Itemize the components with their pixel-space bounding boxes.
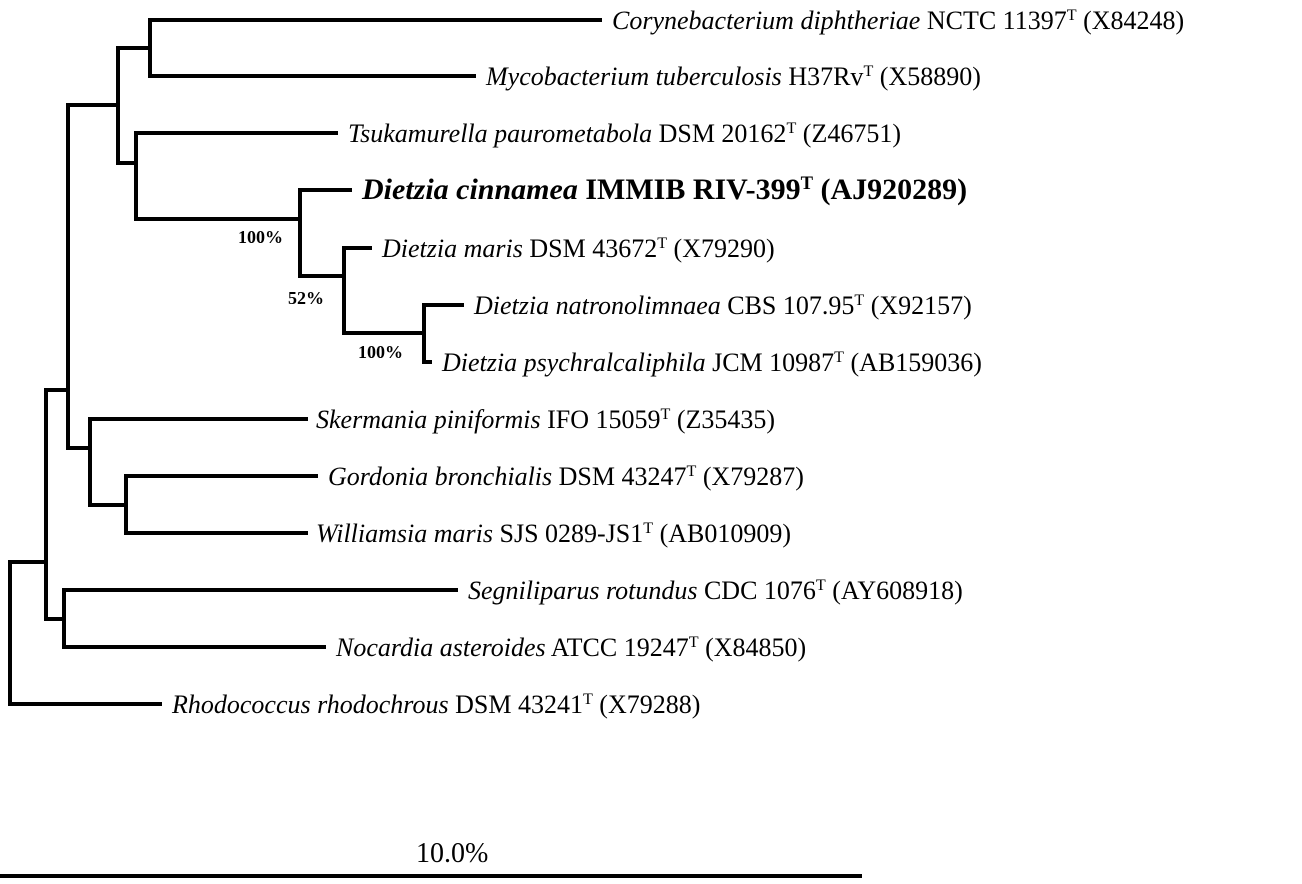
accession: (X84248): [1083, 6, 1185, 35]
taxon-name: Dietzia maris: [382, 234, 523, 263]
taxon-label: Rhodococcus rhodochrous DSM 43241T (X792…: [172, 692, 700, 718]
accession: (AB010909): [659, 519, 792, 548]
taxon-name: Gordonia bronchialis: [328, 462, 553, 491]
taxon-name: Corynebacterium diphtheriae: [612, 6, 921, 35]
taxon-label: Dietzia psychralcaliphila JCM 10987T (AB…: [442, 350, 982, 376]
type-strain-mark: T: [643, 520, 654, 538]
taxon-name: Nocardia asteroides: [336, 633, 546, 662]
taxon-name: Skermania piniformis: [316, 405, 541, 434]
strain: DSM 20162: [658, 119, 787, 148]
strain: ATCC 19247: [550, 633, 689, 662]
accession: (Z35435): [676, 405, 776, 434]
taxon-label: Dietzia maris DSM 43672T (X79290): [382, 236, 775, 262]
type-strain-mark: T: [863, 63, 874, 81]
accession: (X84850): [705, 633, 807, 662]
taxon-name: Rhodococcus rhodochrous: [172, 690, 449, 719]
taxon-label: Dietzia natronolimnaea CBS 107.95T (X921…: [474, 293, 972, 319]
taxon-label: Skermania piniformis IFO 15059T (Z35435): [316, 407, 775, 433]
strain: SJS 0289-JS1: [499, 519, 644, 548]
taxon-label: Segniliparus rotundus CDC 1076T (AY60891…: [468, 578, 963, 604]
bootstrap-value: 100%: [358, 342, 403, 362]
taxon-label-highlighted: Dietzia cinnamea IMMIB RIV-399T (AJ92028…: [362, 172, 968, 206]
taxon-label: Mycobacterium tuberculosis H37RvT (X5889…: [486, 64, 981, 90]
accession: (AB159036): [850, 348, 982, 377]
scale-bar-label: 10.0%: [416, 838, 489, 869]
accession: (Z46751): [802, 119, 901, 148]
accession: (X92157): [870, 291, 972, 320]
taxon-name: Tsukamurella paurometabola: [348, 119, 653, 148]
taxon-label: Corynebacterium diphtheriae NCTC 11397T …: [612, 8, 1184, 34]
taxon-label: Williamsia maris SJS 0289-JS1T (AB010909…: [316, 521, 791, 547]
accession: (X58890): [879, 62, 981, 91]
strain: NCTC 11397: [926, 6, 1067, 35]
type-strain-mark: T: [800, 172, 814, 194]
strain: DSM 43247: [558, 462, 687, 491]
strain: CBS 107.95: [727, 291, 855, 320]
type-strain-mark: T: [786, 120, 797, 138]
type-strain-mark: T: [1066, 7, 1077, 25]
taxon-name: Dietzia cinnamea: [362, 173, 578, 206]
accession: (X79287): [702, 462, 804, 491]
taxon-label: Gordonia bronchialis DSM 43247T (X79287): [328, 464, 804, 490]
type-strain-mark: T: [688, 634, 699, 652]
accession: (AJ920289): [820, 173, 968, 206]
taxon-label: Nocardia asteroides ATCC 19247T (X84850): [336, 635, 806, 661]
taxon-name: Mycobacterium tuberculosis: [486, 62, 782, 91]
type-strain-mark: T: [686, 463, 697, 481]
taxon-name: Segniliparus rotundus: [468, 576, 698, 605]
type-strain-mark: T: [657, 235, 668, 253]
type-strain-mark: T: [854, 292, 865, 310]
type-strain-mark: T: [660, 406, 671, 424]
taxon-label: Tsukamurella paurometabola DSM 20162T (Z…: [348, 121, 901, 147]
taxon-name: Dietzia psychralcaliphila: [442, 348, 706, 377]
taxon-name: Williamsia maris: [316, 519, 493, 548]
strain: DSM 43241: [455, 690, 583, 719]
strain: IFO 15059: [547, 405, 661, 434]
strain: DSM 43672: [529, 234, 658, 263]
type-strain-mark: T: [834, 349, 845, 367]
strain: H37Rv: [788, 62, 864, 91]
accession: (AY608918): [832, 576, 963, 605]
accession: (X79288): [599, 690, 701, 719]
type-strain-mark: T: [815, 577, 826, 595]
strain: IMMIB RIV-399: [585, 173, 801, 206]
bootstrap-value: 52%: [288, 288, 324, 308]
taxon-name: Dietzia natronolimnaea: [474, 291, 721, 320]
accession: (X79290): [673, 234, 775, 263]
strain: CDC 1076: [703, 576, 816, 605]
strain: JCM 10987: [712, 348, 835, 377]
type-strain-mark: T: [582, 691, 593, 709]
bootstrap-value: 100%: [238, 227, 283, 247]
